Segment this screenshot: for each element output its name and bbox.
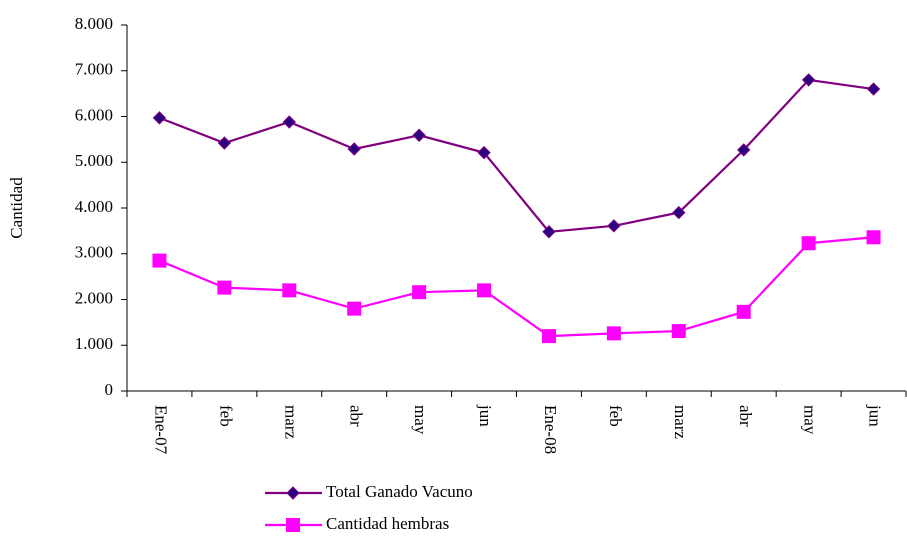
marker (542, 225, 556, 239)
series-line (159, 78, 874, 233)
marker (671, 324, 686, 339)
marker (672, 205, 686, 220)
marker (412, 128, 426, 142)
legend-label: Total Ganado Vacuno (326, 482, 473, 501)
marker (477, 283, 492, 298)
marker (606, 326, 621, 341)
y-tick-label: 0 (105, 380, 114, 399)
x-tick-label: Ene-07 (152, 405, 171, 455)
marker (412, 285, 427, 300)
marker (152, 111, 167, 125)
x-tick-label: marz (281, 405, 300, 439)
x-tick-label: Ene-08 (541, 405, 560, 454)
x-tick-label: jun (866, 404, 885, 427)
x-tick-label: may (411, 405, 430, 435)
marker (866, 230, 881, 245)
marker (477, 145, 491, 160)
marker (607, 219, 621, 233)
marker (286, 486, 300, 500)
marker (152, 253, 167, 268)
marker (347, 142, 361, 156)
y-tick-label: 6.000 (75, 105, 113, 124)
x-tick-label: may (801, 405, 820, 435)
y-tick-label: 8.000 (75, 14, 113, 33)
marker (282, 115, 296, 129)
y-tick-label: 2.000 (75, 288, 113, 307)
y-tick-label: 4.000 (75, 197, 113, 216)
marker (217, 136, 232, 150)
x-tick-label: feb (216, 405, 235, 427)
marker (736, 304, 751, 319)
marker (541, 329, 556, 344)
marker (737, 143, 751, 157)
y-tick-label: 5.000 (75, 151, 113, 170)
marker (282, 283, 297, 298)
y-tick-label: 3.000 (75, 243, 113, 262)
x-tick-label: abr (736, 405, 755, 427)
x-tick-label: abr (346, 405, 365, 427)
marker (217, 280, 232, 295)
y-axis-label: Cantidad (7, 177, 26, 239)
marker (866, 82, 881, 96)
y-tick-label: 7.000 (75, 60, 113, 79)
y-tick-label: 1.000 (75, 334, 113, 353)
marker (347, 301, 362, 316)
x-tick-label: marz (671, 405, 690, 439)
legend-label: Cantidad hembras (326, 514, 449, 533)
series-line (159, 236, 874, 338)
marker (801, 73, 816, 87)
x-tick-label: jun (476, 404, 495, 427)
marker (801, 236, 816, 251)
marker (286, 518, 300, 532)
x-tick-label: feb (606, 405, 625, 427)
